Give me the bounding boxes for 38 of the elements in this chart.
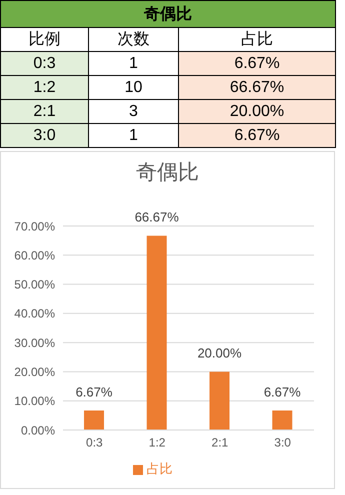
x-tick-label: 0:3 xyxy=(86,436,104,450)
series-label: 占比 xyxy=(178,28,336,52)
category-label: 3:0 xyxy=(0,124,88,148)
data-label: 20.00% xyxy=(178,100,336,124)
bar xyxy=(210,372,230,430)
data-label: 10 xyxy=(88,76,178,100)
category-label: 0:3 xyxy=(0,52,88,76)
x-tick-label: 3:0 xyxy=(274,436,292,450)
y-tick-label: 0.00% xyxy=(20,423,56,438)
x-tick-label: 2:1 xyxy=(212,436,229,450)
data-label: 3 xyxy=(88,100,178,124)
y-tick-label: 40.00% xyxy=(14,306,56,321)
chart-title: 奇偶比 xyxy=(135,160,200,186)
y-tick-label: 50.00% xyxy=(14,278,56,292)
data-label: 66.67% xyxy=(134,210,180,225)
y-tick-label: 30.00% xyxy=(14,336,56,350)
data-label: 6.67% xyxy=(178,124,336,148)
bar xyxy=(272,410,292,430)
y-tick-label: 10.00% xyxy=(14,394,56,408)
y-tick-label: 20.00% xyxy=(14,364,56,379)
y-tick-label: 70.00% xyxy=(14,219,56,234)
category-label: 2:1 xyxy=(0,100,88,124)
data-label: 1 xyxy=(88,52,178,76)
y-tick-label: 60.00% xyxy=(14,248,56,262)
data-label: 6.67% xyxy=(264,384,302,400)
bar xyxy=(84,410,104,430)
data-label: 6.67% xyxy=(76,384,113,400)
data-label: 20.00% xyxy=(197,346,242,361)
x-tick-label: 1:2 xyxy=(148,436,166,450)
data-label: 6.67% xyxy=(178,52,336,76)
category-label: 1:2 xyxy=(0,76,88,100)
data-label: 66.67% xyxy=(178,76,336,100)
legend-label: 占比 xyxy=(146,461,172,476)
bar xyxy=(146,236,167,430)
series-label: 次数 xyxy=(88,28,178,52)
data-label: 1 xyxy=(88,124,178,148)
text: 比例 xyxy=(0,28,88,52)
text: 奇偶比 xyxy=(0,0,336,28)
